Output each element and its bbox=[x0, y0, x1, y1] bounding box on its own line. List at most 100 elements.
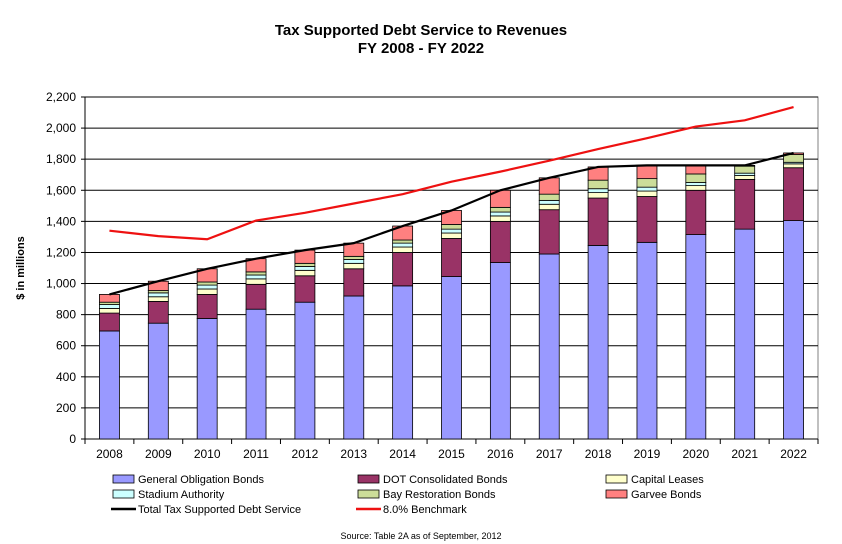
bar-segment bbox=[636, 196, 658, 243]
bar-segment bbox=[294, 269, 316, 277]
x-tick-label: 2022 bbox=[780, 447, 807, 461]
x-tick-label: 2011 bbox=[243, 447, 269, 461]
bar-segment bbox=[636, 164, 658, 180]
bar-segment bbox=[636, 241, 658, 440]
bar-segment bbox=[538, 253, 560, 440]
y-tick-label: 2,200 bbox=[46, 90, 76, 104]
bar-segment bbox=[587, 245, 609, 440]
bar-segment bbox=[441, 224, 462, 230]
bar-segment bbox=[587, 192, 609, 199]
x-tick-label: 2018 bbox=[585, 447, 612, 461]
y-tick-label: 1,000 bbox=[46, 277, 76, 291]
bar-segment bbox=[538, 209, 560, 255]
bar-segment bbox=[441, 232, 462, 239]
series-line bbox=[109, 151, 794, 296]
x-tick-label: 2010 bbox=[194, 447, 221, 461]
y-axis-label: $ in millions bbox=[15, 236, 27, 300]
bar-segment bbox=[99, 330, 120, 440]
bar-segment bbox=[147, 292, 169, 298]
bar-segment bbox=[489, 206, 511, 213]
bar-segment bbox=[99, 312, 120, 332]
legend-label: 8.0% Benchmark bbox=[383, 504, 467, 516]
bar-segment bbox=[343, 259, 365, 264]
bar-segment bbox=[636, 178, 658, 188]
bar-segment bbox=[147, 301, 169, 324]
x-tick-label: 2020 bbox=[682, 447, 709, 461]
bar-segment bbox=[685, 234, 707, 440]
bar-segment bbox=[147, 296, 169, 302]
y-tick-label: 200 bbox=[56, 401, 76, 415]
bar-segment bbox=[196, 318, 218, 440]
legend-swatch bbox=[605, 474, 628, 484]
bar-segment bbox=[538, 199, 560, 205]
bar-segment bbox=[294, 266, 316, 271]
bar-segment bbox=[489, 262, 511, 440]
y-tick-label: 1,800 bbox=[46, 152, 76, 166]
bar-segment bbox=[685, 189, 707, 235]
series-line bbox=[109, 106, 794, 241]
stacked-bar-chart: 0 200 400 600 800 1,000 1,200 1,400 1,600 1,800 2,… bbox=[15, 90, 819, 516]
legend-swatch bbox=[605, 489, 628, 499]
bar-segment bbox=[245, 278, 267, 285]
legend-label: DOT Consolidated Bonds bbox=[383, 474, 508, 486]
y-tick-label: 400 bbox=[56, 370, 76, 384]
bar-segment bbox=[343, 295, 365, 440]
bar-segment bbox=[392, 252, 414, 287]
bar-segment bbox=[99, 304, 120, 309]
bar-segment bbox=[685, 164, 707, 175]
bar-segment bbox=[196, 284, 218, 290]
bar-segment bbox=[294, 275, 316, 303]
y-tick-label: 600 bbox=[56, 339, 76, 353]
legend-swatch bbox=[112, 474, 135, 484]
bar-segment bbox=[441, 276, 462, 440]
y-tick-label: 0 bbox=[69, 432, 76, 446]
bar-segment bbox=[587, 188, 609, 194]
x-tick-label: 2009 bbox=[145, 447, 172, 461]
x-tick-label: 2014 bbox=[389, 447, 416, 461]
bar-segment bbox=[245, 308, 267, 440]
x-tick-label: 2015 bbox=[438, 447, 465, 461]
y-tick-label: 2,000 bbox=[46, 121, 76, 135]
legend-swatch bbox=[112, 489, 135, 499]
bar-segment bbox=[587, 197, 609, 246]
bar-segment bbox=[343, 262, 365, 270]
bar-segment bbox=[489, 211, 511, 217]
y-tick-label: 1,200 bbox=[46, 245, 76, 259]
bar-segment bbox=[685, 173, 707, 183]
bar-segment bbox=[294, 301, 316, 440]
bar-segment bbox=[441, 238, 462, 277]
x-tick-label: 2019 bbox=[634, 447, 661, 461]
bar-segment bbox=[147, 322, 169, 440]
x-tick-label: 2021 bbox=[731, 447, 758, 461]
bar-segment bbox=[489, 220, 511, 263]
bar-segment bbox=[734, 228, 756, 440]
bar-segment bbox=[734, 178, 756, 230]
bar-segment bbox=[245, 274, 267, 280]
bar-segment bbox=[196, 294, 218, 319]
legend-swatch bbox=[357, 489, 380, 499]
chart-source-note: Source: Table 2A as of September, 2012 bbox=[340, 531, 502, 541]
bar-segment bbox=[196, 288, 218, 295]
x-tick-label: 2013 bbox=[340, 447, 367, 461]
bar-segment bbox=[538, 193, 560, 201]
x-tick-label: 2012 bbox=[292, 447, 319, 461]
chart-title: Tax Supported Debt Service to Revenues bbox=[274, 22, 568, 39]
bar-segment bbox=[783, 163, 804, 169]
bar-segment bbox=[343, 255, 365, 260]
y-tick-label: 1,400 bbox=[46, 214, 76, 228]
legend-label: General Obligation Bonds bbox=[138, 474, 264, 486]
legend-label: Stadium Authority bbox=[138, 489, 225, 501]
legend-label: Total Tax Supported Debt Service bbox=[138, 504, 301, 516]
bar-segment bbox=[245, 283, 267, 310]
bar-segment bbox=[99, 308, 120, 314]
bar-segment bbox=[685, 185, 707, 191]
bar-segment bbox=[343, 268, 365, 297]
legend-label: Capital Leases bbox=[631, 474, 704, 486]
bar-segment bbox=[392, 246, 414, 253]
bar-segment bbox=[392, 239, 414, 244]
bar-segment bbox=[783, 220, 804, 440]
bar-segment bbox=[441, 228, 462, 234]
legend-label: Garvee Bonds bbox=[631, 489, 702, 501]
legend-label: Bay Restoration Bonds bbox=[383, 489, 496, 501]
chart-subtitle: FY 2008 - FY 2022 bbox=[357, 40, 485, 57]
